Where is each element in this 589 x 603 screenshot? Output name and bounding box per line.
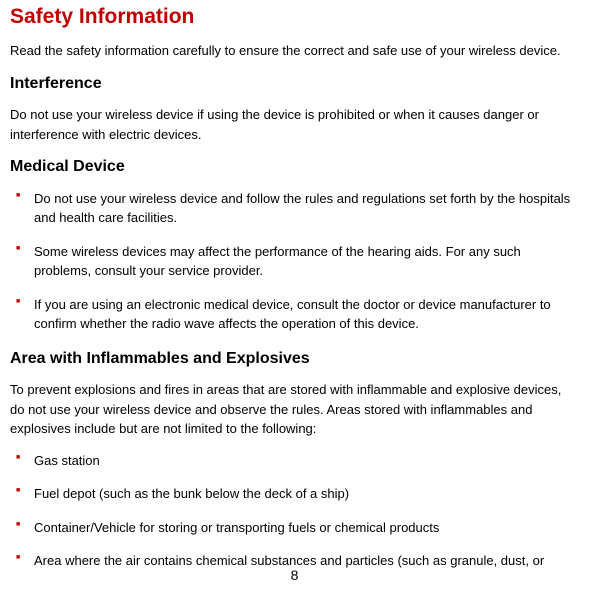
inflammables-paragraph: To prevent explosions and fires in areas… — [10, 380, 579, 439]
inflammables-list: Gas station Fuel depot (such as the bunk… — [16, 451, 579, 571]
list-item: Do not use your wireless device and foll… — [16, 189, 579, 228]
inflammables-heading: Area with Inflammables and Explosives — [10, 348, 579, 370]
interference-paragraph: Do not use your wireless device if using… — [10, 105, 579, 144]
list-item: Gas station — [16, 451, 579, 471]
list-item: If you are using an electronic medical d… — [16, 295, 579, 334]
list-item: Fuel depot (such as the bunk below the d… — [16, 484, 579, 504]
list-item: Some wireless devices may affect the per… — [16, 242, 579, 281]
intro-paragraph: Read the safety information carefully to… — [10, 41, 579, 61]
medical-list: Do not use your wireless device and foll… — [16, 189, 579, 334]
medical-heading: Medical Device — [10, 156, 579, 178]
list-item: Container/Vehicle for storing or transpo… — [16, 518, 579, 538]
page-title: Safety Information — [10, 2, 579, 31]
page-number: 8 — [0, 566, 589, 586]
interference-heading: Interference — [10, 73, 579, 95]
